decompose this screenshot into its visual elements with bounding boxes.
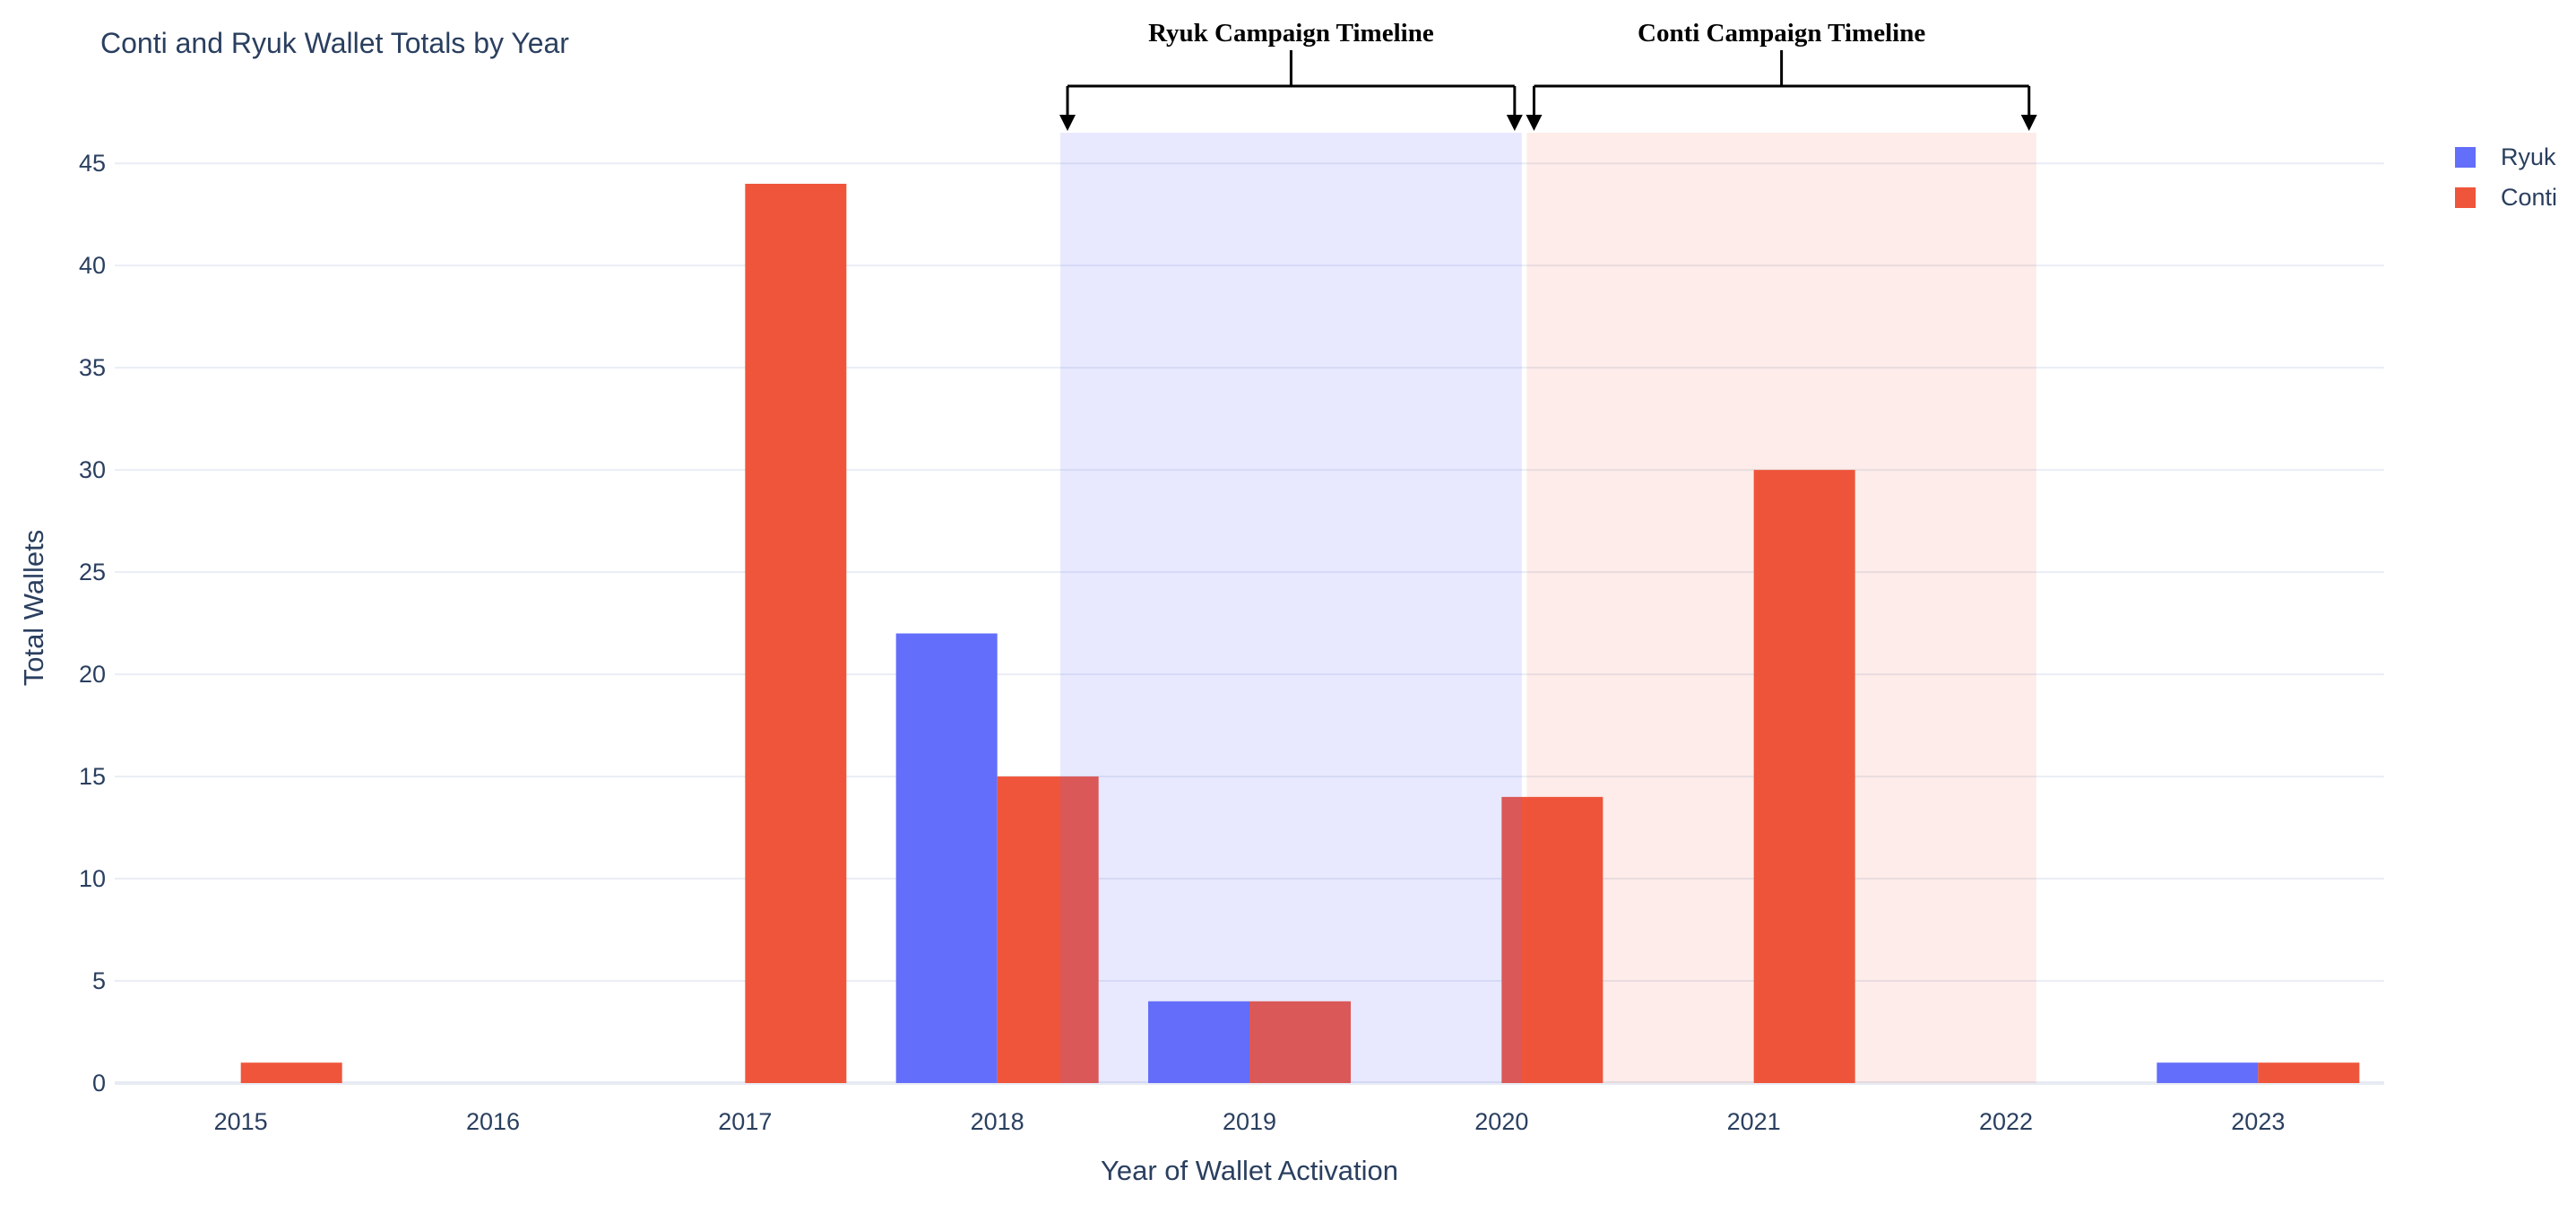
region-annotation-label: Ryuk Campaign Timeline <box>1148 19 1434 48</box>
x-tick-label: 2021 <box>1727 1108 1781 1135</box>
y-tick-label: 15 <box>79 763 106 790</box>
arrow-down-icon <box>1506 115 1523 131</box>
legend-swatch-ryuk <box>2455 147 2476 168</box>
bar-conti-2015 <box>240 1062 342 1083</box>
campaign-region-ryuk <box>1060 133 1522 1083</box>
legend-item-ryuk[interactable]: Ryuk <box>2455 143 2557 171</box>
x-tick-label: 2019 <box>1223 1108 1276 1135</box>
region-annotation-label: Conti Campaign Timeline <box>1638 19 1925 48</box>
bar-ryuk-2019 <box>1148 1001 1249 1083</box>
legend-label-ryuk: Ryuk <box>2501 143 2556 170</box>
bar-conti-2019 <box>1249 1001 1351 1083</box>
y-tick-label: 0 <box>92 1070 106 1097</box>
bar-ryuk-2018 <box>895 633 998 1083</box>
y-tick-label: 45 <box>79 150 106 177</box>
chart-title: Conti and Ryuk Wallet Totals by Year <box>100 27 569 59</box>
legend-item-conti[interactable]: Conti <box>2455 184 2557 212</box>
y-tick-label: 40 <box>79 252 106 279</box>
legend-label-conti: Conti <box>2501 184 2558 211</box>
bar-conti-2017 <box>745 183 847 1083</box>
x-tick-label: 2016 <box>466 1108 520 1135</box>
campaign-region-conti <box>1526 133 2036 1083</box>
bar-conti-2023 <box>2258 1062 2360 1083</box>
x-tick-label: 2022 <box>1979 1108 2033 1135</box>
arrow-down-icon <box>2020 115 2037 131</box>
bar-ryuk-2023 <box>2157 1062 2259 1083</box>
x-tick-label: 2017 <box>718 1108 772 1135</box>
y-tick-label: 10 <box>79 865 106 892</box>
legend: Ryuk Conti <box>2455 143 2557 224</box>
y-tick-label: 20 <box>79 661 106 688</box>
y-tick-label: 25 <box>79 559 106 585</box>
y-tick-label: 35 <box>79 354 106 381</box>
x-tick-label: 2020 <box>1474 1108 1528 1135</box>
y-tick-label: 30 <box>79 456 106 483</box>
legend-swatch-conti <box>2455 187 2476 208</box>
bar-conti-2020 <box>1501 796 1604 1083</box>
x-tick-label: 2018 <box>971 1108 1024 1135</box>
bar-conti-2021 <box>1753 470 1855 1083</box>
arrow-down-icon <box>1526 115 1543 131</box>
bar-conti-2018 <box>997 776 1099 1083</box>
y-axis-title: Total Wallets <box>18 529 49 687</box>
y-tick-label: 5 <box>92 967 106 994</box>
arrow-down-icon <box>1059 115 1076 131</box>
x-tick-label: 2023 <box>2231 1108 2285 1135</box>
x-tick-label: 2015 <box>214 1108 268 1135</box>
x-axis-title: Year of Wallet Activation <box>1101 1155 1398 1186</box>
